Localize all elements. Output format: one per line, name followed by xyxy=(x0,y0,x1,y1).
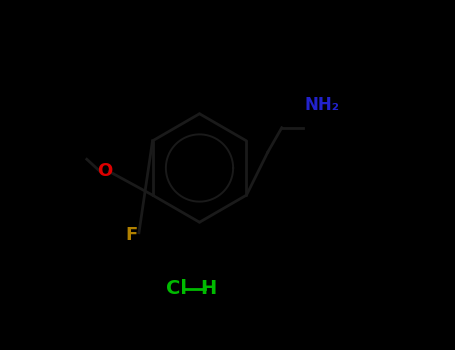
Text: O: O xyxy=(96,162,112,181)
Text: F: F xyxy=(126,225,138,244)
Text: Cl: Cl xyxy=(166,279,187,298)
Text: NH₂: NH₂ xyxy=(304,96,339,114)
Text: H: H xyxy=(200,279,217,298)
